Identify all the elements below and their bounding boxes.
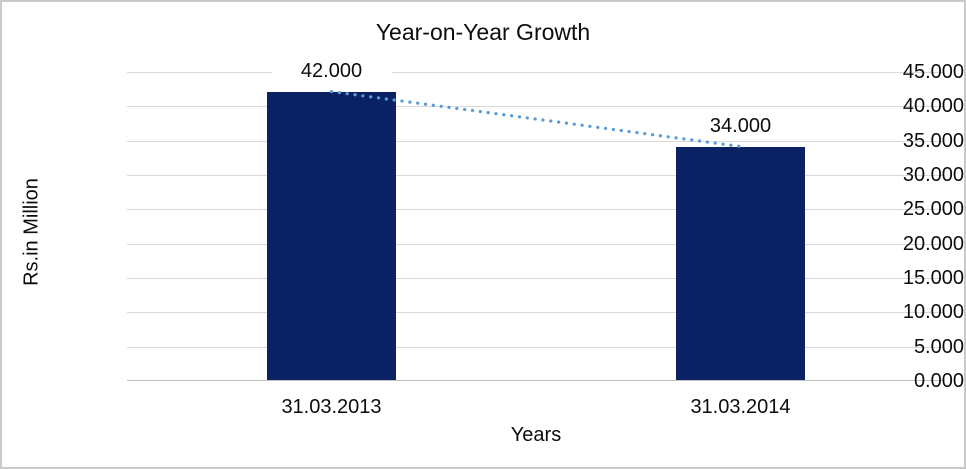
y-tick-label: 45.000	[902, 61, 964, 83]
y-tick-label: 0.000	[913, 370, 964, 392]
chart-title: Year-on-Year Growth	[375, 19, 591, 45]
plot-area: 42.000 34.000	[127, 59, 945, 381]
gridline	[127, 312, 945, 314]
gridline	[127, 140, 945, 142]
data-label: 42.000	[271, 59, 392, 82]
gridline	[127, 346, 945, 348]
bar-31.03.2014	[676, 146, 805, 380]
y-tick-label: 10.000	[902, 301, 964, 324]
x-axis-title: Years	[510, 424, 562, 446]
y-tick-label: 15.000	[902, 267, 964, 289]
y-tick-label: 35.000	[902, 129, 964, 152]
trendline-path	[329, 90, 743, 149]
y-tick-label: 40.000	[902, 95, 964, 118]
y-tick-label: 25.000	[902, 198, 964, 221]
y-tick-label: 20.000	[902, 232, 964, 255]
y-tick-label: 5.000	[913, 335, 964, 358]
gridline	[127, 278, 945, 279]
y-axis-title: Rs.in Million	[20, 178, 43, 286]
gridline	[127, 209, 945, 211]
gridline	[127, 175, 945, 176]
gridline	[127, 72, 945, 73]
gridline	[127, 106, 945, 108]
x-tick-label: 31.03.2013	[281, 396, 382, 418]
gridline	[127, 243, 945, 245]
data-label: 34.000	[680, 114, 801, 137]
trendline	[329, 90, 743, 149]
x-tick-label: 31.03.2014	[690, 396, 791, 418]
y-tick-label: 30.000	[902, 164, 964, 186]
bar-31.03.2013	[267, 91, 396, 380]
